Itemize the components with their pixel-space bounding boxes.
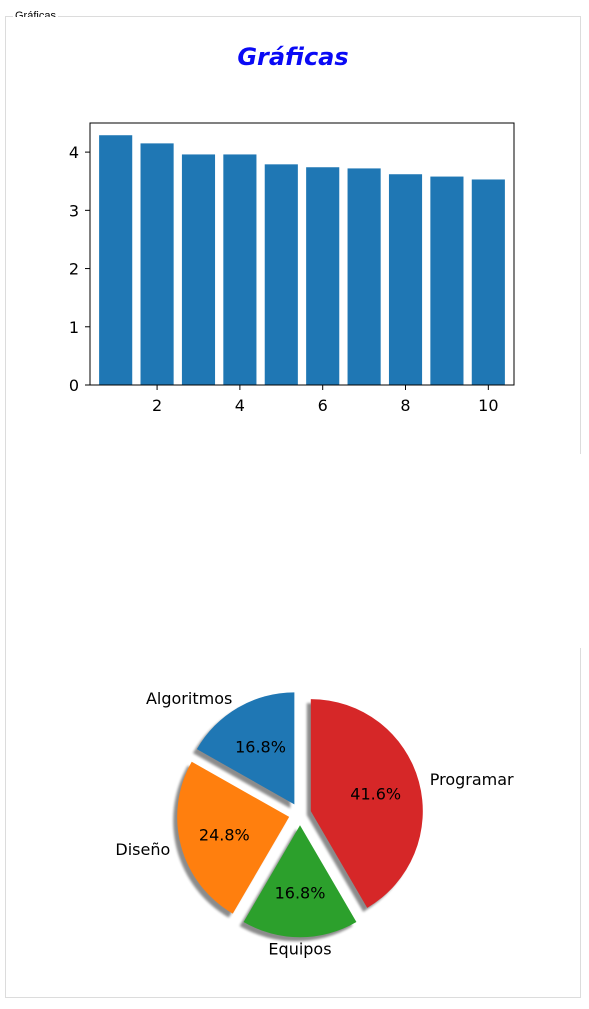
x-tick-label: 2	[152, 396, 162, 415]
pie-slice-programar	[310, 699, 423, 908]
bar-7	[347, 168, 381, 385]
bar-3	[181, 154, 216, 385]
pie-value-label: 16.8%	[275, 883, 326, 902]
bar-9	[430, 176, 464, 385]
y-tick-label: 4	[69, 143, 79, 162]
pie-value-label: 16.8%	[235, 737, 286, 756]
bar-6	[306, 167, 340, 385]
pie-value-label: 24.8%	[199, 825, 250, 844]
y-tick-label: 1	[69, 318, 79, 337]
bar-chart: 2 4 6 8 10 0 1 2 3 4	[69, 122, 515, 415]
pie-slice-equipos	[243, 825, 357, 938]
x-tick-label: 4	[235, 396, 245, 415]
pie-chart: 16.8% Algoritmos 24.8% Diseño 16.8% Equipos 41…	[115, 689, 514, 959]
bar-chart-title: Gráficas	[237, 43, 349, 71]
pie-slice-algoritmos	[196, 692, 295, 805]
bar-axes-frame	[89, 122, 515, 386]
x-tick-label: 6	[318, 396, 328, 415]
x-tick-label: 8	[400, 396, 410, 415]
pie-category-label: Equipos	[268, 939, 331, 958]
pie-chart-panel: 16.8% Algoritmos 24.8% Diseño 16.8% Equipos 41…	[8, 648, 580, 996]
bar-1	[99, 135, 133, 385]
bar-4	[223, 154, 257, 385]
pie-slice-diseño	[177, 761, 290, 914]
bar-8	[388, 174, 423, 385]
bar-chart-panel: Gráficas 2 4 6 8 10 0 1 2 3 4	[6, 17, 580, 454]
bar-5	[264, 164, 298, 385]
y-tick-label: 3	[69, 201, 79, 220]
pie-category-label: Algoritmos	[146, 689, 232, 708]
y-tick-label: 0	[69, 376, 79, 395]
x-tick-label: 10	[478, 396, 498, 415]
pie-category-label: Programar	[430, 770, 514, 789]
bar-10	[471, 179, 505, 385]
pie-value-label: 41.6%	[350, 785, 401, 804]
y-tick-label: 2	[69, 260, 79, 279]
bar-2	[140, 143, 174, 385]
pie-category-label: Diseño	[115, 840, 170, 859]
blank-area	[6, 454, 583, 648]
